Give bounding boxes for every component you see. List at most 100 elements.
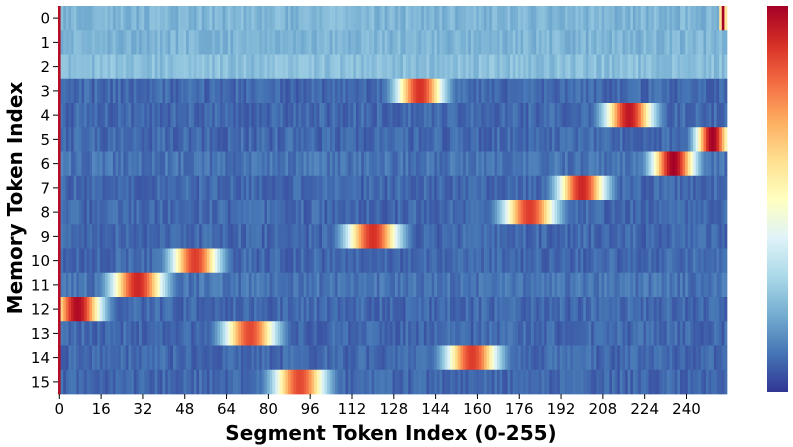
heatmap-cell (222, 345, 226, 371)
heatmap-cell (619, 369, 623, 395)
heatmap-cell (497, 54, 500, 80)
heatmap-cell (708, 272, 712, 298)
heatmap-cell (162, 200, 166, 225)
heatmap-cell (209, 200, 213, 225)
heatmap-cell (486, 321, 490, 346)
heatmap-cell (298, 103, 302, 128)
heatmap-cell (186, 6, 190, 31)
heatmap-cell (604, 272, 608, 298)
heatmap-cell (295, 321, 299, 346)
heatmap-cell (128, 127, 132, 152)
heatmap-cell (499, 103, 503, 128)
heatmap-cell (708, 369, 712, 395)
heatmap-cell (672, 224, 676, 249)
heatmap-cell (285, 369, 289, 395)
heatmap-cell (661, 175, 665, 201)
heatmap-cell (340, 272, 344, 298)
heatmap-cell (693, 127, 696, 152)
heatmap-cell (711, 78, 715, 104)
heatmap-cell (337, 175, 341, 201)
heatmap-cell (384, 272, 388, 298)
heatmap-cell (267, 248, 271, 274)
heatmap-cell (719, 175, 723, 201)
heatmap-cell (261, 30, 265, 55)
heatmap-cell (238, 127, 242, 152)
heatmap-cell (120, 321, 124, 346)
heatmap-cell (112, 248, 116, 274)
heatmap-cell (84, 200, 88, 225)
heatmap-cell (708, 321, 712, 346)
heatmap-cell (538, 248, 542, 274)
heatmap-cell (416, 151, 419, 177)
heatmap-cell (345, 248, 349, 274)
heatmap-cell (677, 272, 681, 298)
heatmap-cell (133, 321, 137, 346)
heatmap-cell (78, 321, 82, 346)
heatmap-cell (321, 369, 325, 395)
heatmap-cell (379, 54, 383, 80)
heatmap-cell (638, 248, 642, 274)
heatmap-cell (368, 200, 372, 225)
heatmap-cell (149, 30, 153, 55)
heatmap-cell (497, 6, 500, 31)
heatmap-cell (58, 175, 61, 201)
heatmap-cell (567, 175, 571, 201)
heatmap-cell (656, 175, 660, 201)
heatmap-cell (374, 200, 378, 225)
heatmap-cell (598, 103, 602, 128)
heatmap-cell (598, 127, 602, 152)
heatmap-cell (233, 175, 237, 201)
y-axis-title: Memory Token Index (3, 82, 27, 315)
heatmap-cell (546, 297, 550, 322)
heatmap-cell (716, 248, 720, 274)
heatmap-cell (648, 151, 652, 177)
heatmap-cell (301, 200, 304, 225)
heatmap-cell (259, 78, 263, 104)
heatmap-cell (217, 103, 221, 128)
heatmap-cell (274, 54, 278, 80)
heatmap-cell (115, 200, 119, 225)
heatmap-cell (71, 6, 75, 31)
heatmap-cell (541, 297, 545, 322)
heatmap-cell (110, 369, 114, 395)
heatmap-cell (436, 30, 440, 55)
heatmap-cell (139, 127, 142, 152)
heatmap-cell (298, 54, 302, 80)
heatmap-cell (345, 345, 349, 371)
heatmap-cell (682, 6, 686, 31)
heatmap-cell (175, 224, 179, 249)
heatmap-cell (502, 127, 506, 152)
heatmap-cell (206, 369, 210, 395)
heatmap-cell (73, 151, 77, 177)
heatmap-cell (335, 369, 338, 395)
heatmap-cell (528, 272, 532, 298)
heatmap-cell (144, 6, 148, 31)
heatmap-cell (721, 30, 725, 55)
heatmap-cell (619, 345, 623, 371)
heatmap-cell (308, 151, 312, 177)
heatmap-cell (204, 175, 208, 201)
heatmap-cell (713, 54, 717, 80)
heatmap-cell (682, 127, 686, 152)
heatmap-cell (695, 321, 699, 346)
heatmap-cell (669, 30, 673, 55)
heatmap-cell (327, 175, 331, 201)
heatmap-cell (311, 224, 315, 249)
heatmap-cell (144, 345, 148, 371)
heatmap-cell (583, 345, 587, 371)
heatmap-cell (606, 6, 610, 31)
heatmap-cell (578, 78, 581, 104)
heatmap-cell (695, 297, 699, 322)
heatmap-cell (285, 78, 289, 104)
heatmap-cell (293, 321, 297, 346)
heatmap-cell (374, 151, 378, 177)
heatmap-cell (583, 175, 587, 201)
heatmap-cell (507, 78, 511, 104)
heatmap-cell (384, 103, 388, 128)
heatmap-cell (60, 78, 64, 104)
heatmap-cell (165, 151, 169, 177)
heatmap-cell (494, 272, 498, 298)
heatmap-cell (460, 297, 464, 322)
heatmap-cell (708, 30, 712, 55)
heatmap-cell (502, 30, 506, 55)
